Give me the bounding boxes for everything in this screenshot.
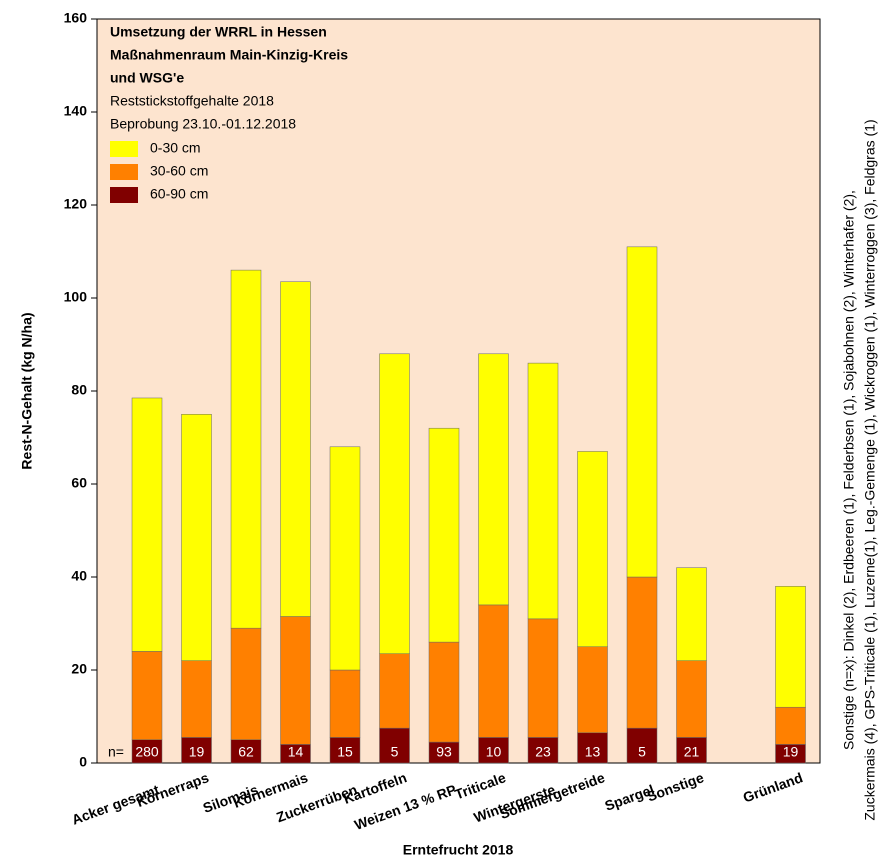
bar-segment xyxy=(527,737,559,764)
n-count: 5 xyxy=(391,744,399,760)
y-tick-label: 60 xyxy=(71,475,87,491)
y-tick-label: 40 xyxy=(71,568,87,584)
bar-segment xyxy=(478,737,509,764)
legend-label: 30-60 cm xyxy=(150,163,208,179)
bar-segment xyxy=(181,737,212,764)
bar-segment xyxy=(329,446,361,671)
y-tick-label: 120 xyxy=(64,196,88,212)
side-note: Zuckermais (4), GPS-Triticale (1), Luzer… xyxy=(862,119,878,820)
y-tick-label: 0 xyxy=(79,754,87,770)
side-note: Sonstige (n=x): Dinkel (2), Erdbeeren (1… xyxy=(841,190,857,750)
n-count: 14 xyxy=(288,744,304,760)
bar-segment xyxy=(626,727,658,764)
legend-label: 0-30 cm xyxy=(150,140,201,156)
chart-title: Maßnahmenraum Main-Kinzig-Kreis xyxy=(110,47,348,63)
bar-segment xyxy=(428,641,460,743)
bar-segment xyxy=(379,727,410,764)
n-count: 93 xyxy=(436,744,452,760)
x-tick-label: Triticale xyxy=(453,769,508,802)
y-tick-label: 20 xyxy=(71,661,87,677)
bar-segment xyxy=(131,397,163,652)
bar-segment xyxy=(676,660,707,738)
bar-segment xyxy=(280,281,311,617)
legend-swatch xyxy=(110,187,138,203)
n-count: 5 xyxy=(638,744,646,760)
y-tick-label: 100 xyxy=(64,289,88,305)
bar-segment xyxy=(527,362,559,620)
legend-swatch xyxy=(110,141,138,157)
bar-segment xyxy=(230,269,262,629)
n-count: 15 xyxy=(337,744,353,760)
bar-segment xyxy=(428,427,460,643)
bar-segment xyxy=(775,706,806,745)
n-count: 13 xyxy=(585,744,601,760)
n-label: n= xyxy=(108,744,124,760)
bar-segment xyxy=(577,646,608,734)
n-count: 21 xyxy=(684,744,700,760)
bar-segment xyxy=(577,451,608,648)
chart-title: und WSG'e xyxy=(110,70,184,86)
bar-segment xyxy=(131,651,163,741)
bar-segment xyxy=(626,246,658,578)
x-tick-label: Grünland xyxy=(741,769,805,805)
chart-subtitle: Beprobung 23.10.-01.12.2018 xyxy=(110,116,296,132)
x-axis-label: Erntefrucht 2018 xyxy=(403,842,514,858)
y-tick-label: 140 xyxy=(64,103,88,119)
bar-segment xyxy=(626,576,658,729)
bar-segment xyxy=(478,604,509,738)
n-count: 62 xyxy=(238,744,254,760)
n-count: 19 xyxy=(189,744,205,760)
y-tick-label: 160 xyxy=(64,10,88,26)
chart-subtitle: Reststickstoffgehalte 2018 xyxy=(110,93,274,109)
y-tick-label: 80 xyxy=(71,382,87,398)
n-count: 19 xyxy=(783,744,799,760)
bar-segment xyxy=(527,618,559,738)
bar-segment xyxy=(181,414,212,661)
bar-segment xyxy=(676,567,707,661)
bar-segment xyxy=(379,653,410,729)
legend-label: 60-90 cm xyxy=(150,186,208,202)
n-count: 10 xyxy=(486,744,502,760)
bar-segment xyxy=(676,737,707,764)
bar-segment xyxy=(478,353,509,606)
n-count: 280 xyxy=(135,744,159,760)
bar-segment xyxy=(181,660,212,738)
bar-segment xyxy=(280,616,311,745)
bar-segment xyxy=(329,737,361,764)
bar-segment xyxy=(379,353,410,654)
bar-segment xyxy=(577,732,608,764)
y-axis-label: Rest-N-Gehalt (kg N/ha) xyxy=(19,312,35,469)
bar-segment xyxy=(329,669,361,738)
bar-segment xyxy=(775,586,806,708)
chart-title: Umsetzung der WRRL in Hessen xyxy=(110,24,327,40)
x-tick-label: Sonstige xyxy=(645,769,706,804)
bar-segment xyxy=(230,627,262,741)
legend-swatch xyxy=(110,164,138,180)
n-count: 23 xyxy=(535,744,551,760)
